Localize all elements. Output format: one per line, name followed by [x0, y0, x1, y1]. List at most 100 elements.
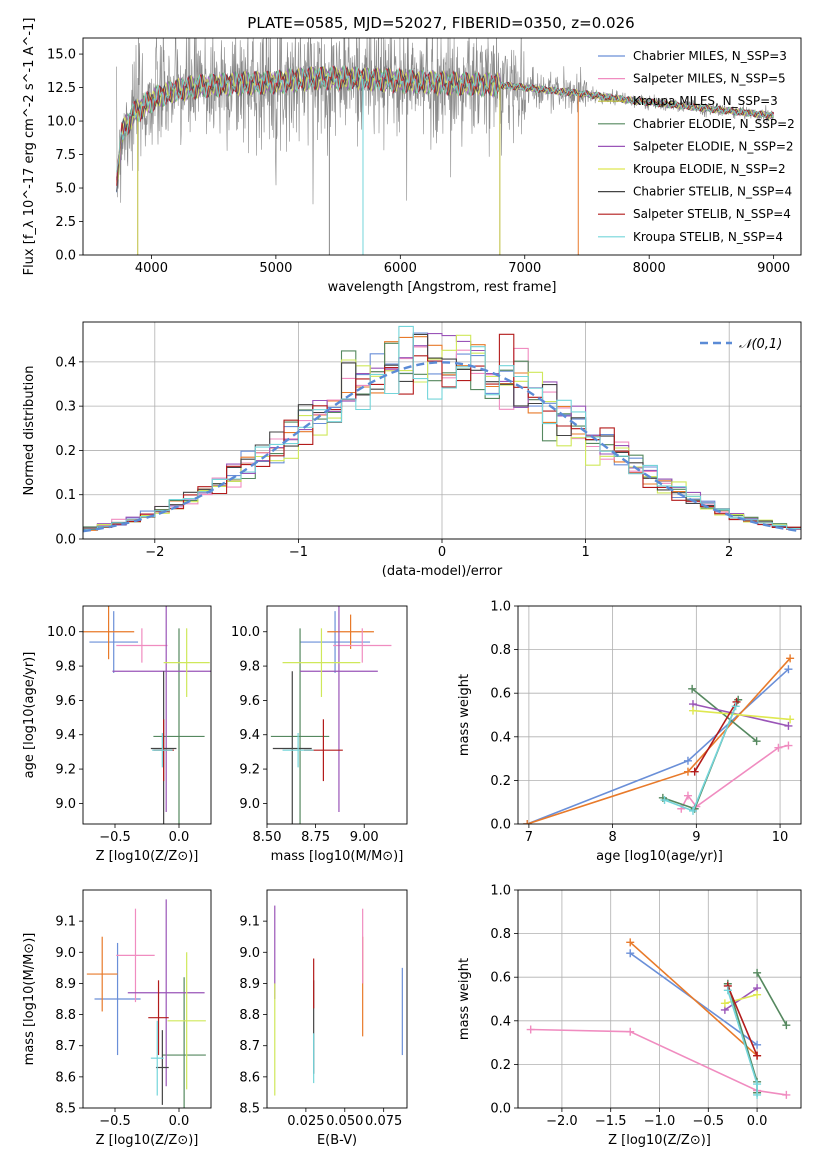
y-tick-label: 0.4	[490, 1014, 511, 1029]
weight-point-marker	[782, 1090, 791, 1099]
x-tick-label: −1	[289, 545, 308, 560]
axes-frame	[517, 605, 802, 825]
x-tick-label: 7000	[508, 261, 541, 276]
y-tick-label: 0.0	[490, 1102, 511, 1117]
y-tick-label: 9.2	[239, 763, 260, 778]
weight-point-marker	[784, 741, 793, 750]
y-tick-label: 0.3	[55, 400, 76, 415]
weight-point-marker	[683, 791, 692, 800]
x-tick-label: −1.0	[644, 1114, 676, 1129]
y-tick-label: 2.5	[55, 215, 76, 230]
panel-mass-vs-ebv: 0.025 0.050 0.075 8.5 8.6 8.7 8.8 8.9 9.0 9.1 E(B-…	[239, 889, 408, 1148]
y-tick-label: 8.8	[239, 1008, 260, 1023]
y-axis-label: mass weight	[457, 674, 472, 756]
x-tick-label: −0.5	[693, 1114, 725, 1129]
y-tick-label: 8.6	[55, 1070, 76, 1085]
x-tick-label: 10	[772, 830, 789, 845]
y-tick-label: 0.0	[55, 249, 76, 264]
x-tick-label: 2	[725, 545, 733, 560]
x-axis-label: wavelength [Angstrom, rest frame]	[328, 280, 557, 295]
weight-series-line	[724, 993, 758, 1005]
y-tick-label: 9.6	[55, 694, 76, 709]
y-tick-label: 0.0	[55, 533, 76, 548]
x-tick-label: 9	[692, 830, 700, 845]
legend-entry-label: Kroupa MILES, N_SSP=3	[633, 94, 778, 108]
x-tick-label: 7	[525, 830, 533, 845]
x-axis-label: Z [log10(Z/Z⊙)]	[96, 849, 199, 864]
x-tick-label: −2.0	[546, 1114, 578, 1129]
y-tick-label: 0.2	[490, 774, 511, 789]
y-tick-label: 9.0	[55, 797, 76, 812]
figure-title: PLATE=0585, MJD=52027, FIBERID=0350, z=0…	[247, 14, 634, 32]
panel-spectrum: 4000 5000 6000 7000 8000 9000 0.0 2.5 5.0 7.5 10.0…	[22, 18, 802, 295]
x-tick-label: −1.5	[595, 1114, 627, 1129]
y-tick-label: 9.6	[239, 694, 260, 709]
y-tick-label: 8.9	[239, 977, 260, 992]
x-tick-label: 9000	[757, 261, 790, 276]
weight-series-line	[694, 701, 738, 773]
axes-frame	[266, 605, 408, 825]
x-axis-label: E(B-V)	[317, 1133, 357, 1148]
legend: Chabrier MILES, N_SSP=3 Salpeter MILES, N…	[598, 49, 795, 244]
weight-series-line	[526, 657, 791, 824]
axes-frame	[517, 889, 802, 1109]
normal-curve	[83, 361, 801, 533]
panel-age-vs-mass: 8.50 8.75 9.00 9.0 9.2 9.4 9.6 9.8 10.0 mass [log…	[231, 605, 408, 864]
x-tick-label: −0.5	[99, 830, 131, 845]
y-tick-label: 9.0	[239, 797, 260, 812]
legend-entry-label: Chabrier MILES, N_SSP=3	[633, 49, 787, 63]
axes-frame	[82, 605, 212, 825]
panel-residual-hist: −2 −1 0 1 2 0.0 0.1 0.2 0.3 0.4 (data-model)/error…	[22, 321, 802, 579]
weight-point-marker	[753, 1040, 762, 1049]
panel-weight-vs-age: 7 8 9 10 0.0 0.2 0.4 0.6 0.8 1.0 age [log10(age/yr…	[457, 600, 802, 864]
legend-entry-label: Salpeter MILES, N_SSP=5	[633, 72, 786, 86]
weight-point-marker	[752, 737, 761, 746]
y-tick-label: 0.8	[490, 927, 511, 942]
weight-point-marker	[784, 665, 793, 674]
model-spectrum-line	[116, 64, 774, 173]
x-tick-label: −2	[145, 545, 164, 560]
histogram-series	[83, 325, 801, 530]
x-tick-label: 8.75	[301, 830, 330, 845]
x-tick-label: 0.075	[365, 1114, 402, 1129]
weight-series-line	[727, 985, 758, 1057]
y-tick-label: 8.8	[55, 1008, 76, 1023]
y-tick-label: 9.1	[55, 915, 76, 930]
plot-area	[116, 38, 775, 255]
weight-point-marker	[753, 990, 762, 999]
y-tick-label: 12.5	[47, 81, 76, 96]
plot-area	[83, 606, 211, 824]
y-tick-label: 8.5	[55, 1102, 76, 1117]
weight-point-marker	[626, 938, 635, 947]
plot-area	[523, 654, 795, 824]
legend-entry-label: Kroupa ELODIE, N_SSP=2	[633, 162, 786, 176]
weight-point-marker	[774, 743, 783, 752]
weight-point-marker	[683, 756, 692, 765]
weight-point-marker	[688, 684, 697, 693]
x-tick-label: 0.0	[169, 1114, 190, 1129]
panel-weight-vs-Z: −2.0 −1.5 −1.0 −0.5 0.0 0.0 0.2 0.4 0.6 0.8 1.0 Z […	[457, 884, 802, 1148]
weight-point-marker	[723, 986, 732, 995]
weight-point-marker	[753, 1051, 762, 1060]
axes-frame	[82, 321, 802, 540]
weight-point-marker	[753, 1090, 762, 1099]
weight-series-line	[692, 709, 791, 721]
weight-point-marker	[683, 767, 692, 776]
legend-entry-label: Chabrier STELIB, N_SSP=4	[633, 185, 792, 199]
y-axis-label: Normed distribution	[22, 366, 37, 496]
weight-point-marker	[526, 1025, 535, 1034]
weight-point-marker	[720, 999, 729, 1008]
y-tick-label: 9.0	[55, 946, 76, 961]
y-tick-label: 9.8	[55, 660, 76, 675]
y-tick-label: 10.0	[47, 115, 76, 130]
plot-area	[270, 606, 392, 824]
x-tick-label: 0	[438, 545, 446, 560]
y-tick-label: 8.9	[55, 977, 76, 992]
weight-point-marker	[690, 767, 699, 776]
y-tick-label: 0.2	[490, 1058, 511, 1073]
x-tick-label: 6000	[384, 261, 417, 276]
y-tick-label: 9.0	[239, 946, 260, 961]
weight-point-marker	[753, 1080, 762, 1089]
y-tick-label: 10.0	[231, 625, 260, 640]
x-axis-label: Z [log10(Z/Z⊙)]	[608, 1133, 711, 1148]
